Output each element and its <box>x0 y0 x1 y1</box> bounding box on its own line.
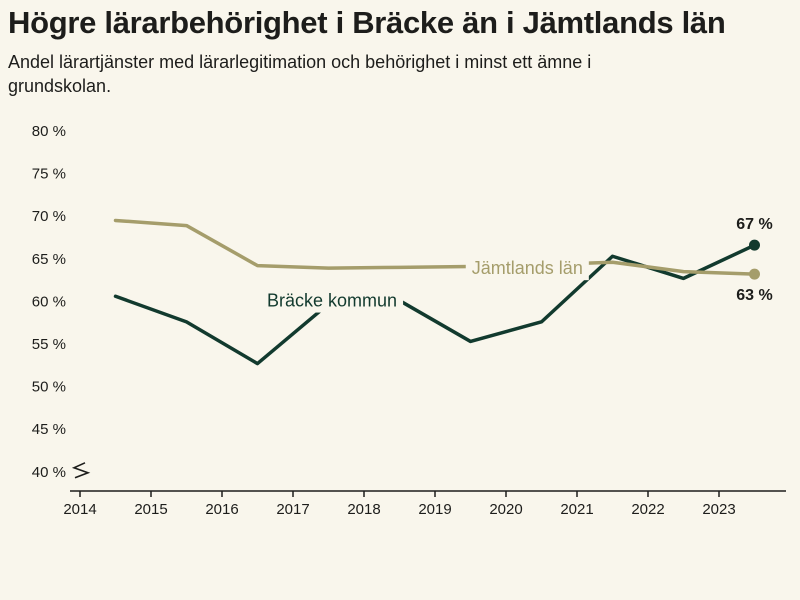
y-tick-label: 40 % <box>32 463 66 480</box>
line-chart: 80 % 75 % 70 % 65 % 60 % 55 % 50 % 45 % 40 % 2014… <box>8 101 792 546</box>
x-tick-label: 2021 <box>560 501 593 518</box>
series-label-bg <box>261 288 404 313</box>
x-tick-label: 2023 <box>702 501 735 518</box>
page-subtitle: Andel lärartjänster med lärarlegitimatio… <box>8 52 592 97</box>
series-label-bracke: Bräcke kommun <box>267 290 397 310</box>
x-tick-label: 2019 <box>418 501 451 518</box>
x-tick-label: 2015 <box>134 501 167 518</box>
y-tick-label: 45 % <box>32 421 66 438</box>
line-series-jamtland <box>113 218 757 276</box>
chart-svg: 80 % 75 % 70 % 65 % 60 % 55 % 50 % 45 % 40 % 2014… <box>32 123 786 518</box>
y-tick-label: 50 % <box>32 378 66 395</box>
y-tick-label: 75 % <box>32 165 66 182</box>
axis-break-icon <box>71 461 91 479</box>
x-tick-label: 2016 <box>205 501 238 518</box>
x-tick-label: 2017 <box>276 501 309 518</box>
y-tick-label: 70 % <box>32 208 66 225</box>
page-title: Högre lärarbehörighet i Bräcke än i Jämt… <box>8 5 726 40</box>
y-tick-label: 80 % <box>32 123 66 140</box>
x-tick-label: 2020 <box>489 501 522 518</box>
series-label-jamtland: Jämtlands län <box>472 258 583 278</box>
end-value-label-bracke: 67 % <box>736 216 772 233</box>
end-value-label-jamtland: 63 % <box>736 287 772 304</box>
end-point-dot-bracke <box>749 239 760 251</box>
y-tick-label: 60 % <box>32 293 66 310</box>
end-point-dot-jamtland <box>749 268 760 280</box>
x-tick-label: 2018 <box>347 501 380 518</box>
y-tick-label: 55 % <box>32 336 66 353</box>
series-label-bg <box>465 255 589 280</box>
x-tick-label: 2014 <box>63 501 96 518</box>
x-tick-label: 2022 <box>631 501 664 518</box>
line-series-bracke <box>113 243 757 366</box>
y-tick-label: 65 % <box>32 250 66 267</box>
